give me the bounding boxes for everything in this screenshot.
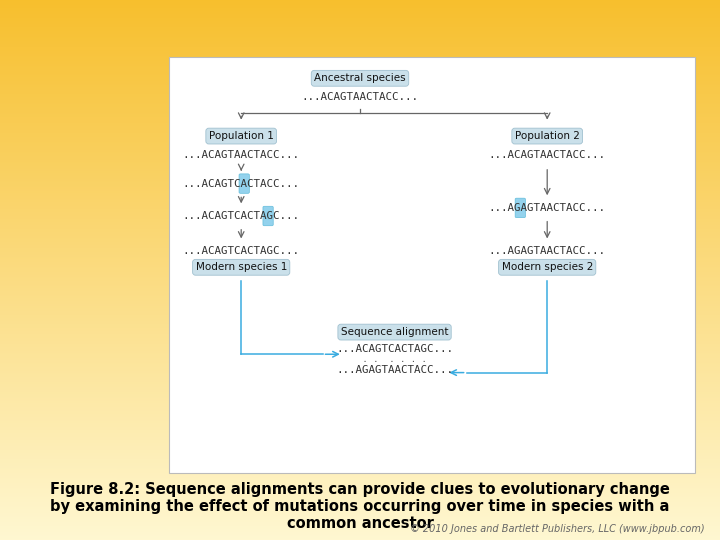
FancyBboxPatch shape	[263, 206, 273, 226]
Text: ...ACAGTCACTAGC...: ...ACAGTCACTAGC...	[336, 345, 453, 354]
Text: ...ACAGTCACTAGC...: ...ACAGTCACTAGC...	[183, 211, 300, 221]
Text: ...AGAGTAACTACC...: ...AGAGTAACTACC...	[489, 246, 606, 256]
Text: . .  . . . .: . . . . . .	[357, 355, 432, 363]
Text: Modern species 2: Modern species 2	[502, 262, 593, 272]
Text: ...ACAGTAACTACC...: ...ACAGTAACTACC...	[489, 150, 606, 160]
Text: Ancestral species: Ancestral species	[314, 73, 406, 83]
FancyBboxPatch shape	[516, 198, 526, 218]
Text: ...ACAGTCACTACC...: ...ACAGTCACTACC...	[183, 179, 300, 188]
Text: Population 1: Population 1	[209, 131, 274, 141]
Text: ...AGAGTAACTACC...: ...AGAGTAACTACC...	[489, 203, 606, 213]
FancyBboxPatch shape	[239, 174, 249, 193]
Text: ...ACAGTAACTACC...: ...ACAGTAACTACC...	[183, 150, 300, 160]
Text: Modern species 1: Modern species 1	[196, 262, 287, 272]
Text: Population 2: Population 2	[515, 131, 580, 141]
Text: Figure 8.2: Sequence alignments can provide clues to evolutionary change
by exam: Figure 8.2: Sequence alignments can prov…	[50, 482, 670, 531]
Text: ...AGAGTAACTACC...: ...AGAGTAACTACC...	[336, 365, 453, 375]
Bar	[169, 57, 695, 472]
Text: © 2010 Jones and Bartlett Publishers, LLC (www.jbpub.com): © 2010 Jones and Bartlett Publishers, LL…	[410, 523, 704, 534]
Text: Sequence alignment: Sequence alignment	[341, 327, 449, 337]
Text: ...ACAGTAACTACC...: ...ACAGTAACTACC...	[302, 92, 418, 102]
Text: ...ACAGTCACTAGC...: ...ACAGTCACTAGC...	[183, 246, 300, 256]
